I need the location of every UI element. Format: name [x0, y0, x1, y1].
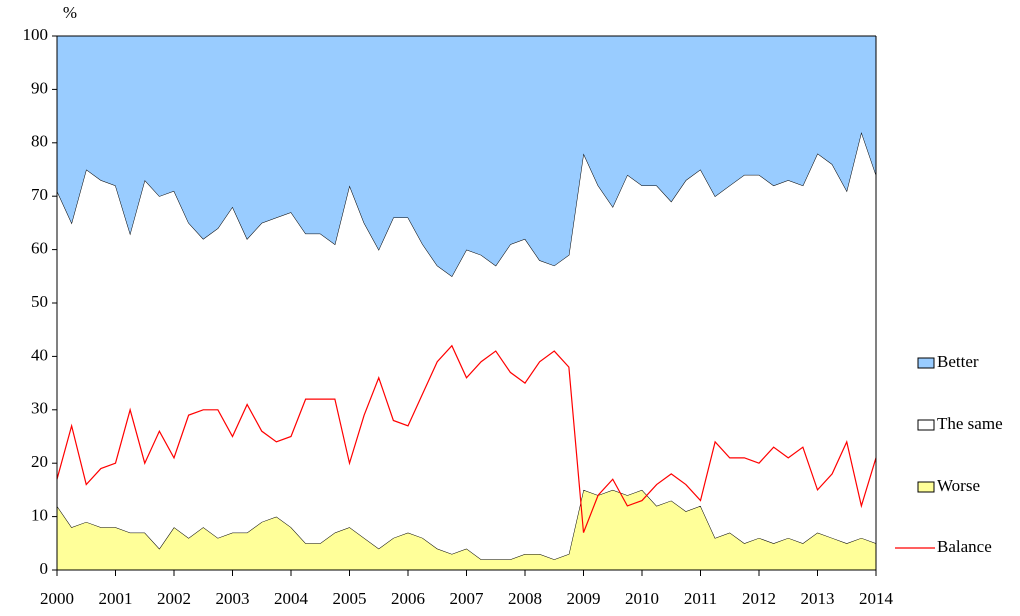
x-tick-label: 2011 [684, 589, 717, 608]
x-tick-label: 2005 [333, 589, 367, 608]
x-tick-label: 2012 [742, 589, 776, 608]
x-tick-label: 2009 [567, 589, 601, 608]
y-tick-label: 70 [31, 185, 48, 204]
legend-swatch [917, 357, 935, 369]
x-tick-label: 2003 [216, 589, 250, 608]
x-tick-label: 2010 [625, 589, 659, 608]
x-tick-label: 2013 [801, 589, 835, 608]
legend-label: Balance [937, 537, 992, 556]
x-tick-label: 2006 [391, 589, 425, 608]
area [57, 132, 876, 560]
legend-swatch [917, 419, 935, 431]
x-tick-label: 2007 [450, 589, 485, 608]
y-tick-label: 60 [31, 239, 48, 258]
line [56, 344, 877, 533]
x-tick-label: 2002 [157, 589, 191, 608]
legend-label: The same [937, 414, 1003, 433]
legend-label: Better [937, 352, 979, 371]
x-tick-label: 2000 [40, 589, 74, 608]
x-tick-label: 2004 [274, 589, 309, 608]
x-tick-label: 2001 [99, 589, 133, 608]
y-tick-label: 50 [31, 292, 48, 311]
y-axis-label: % [63, 3, 77, 22]
y-tick-label: 10 [31, 506, 48, 525]
legend-swatch [917, 481, 935, 493]
y-tick-label: 90 [31, 78, 48, 97]
legend-label: Worse [937, 476, 980, 495]
x-tick-label: 2014 [859, 589, 894, 608]
y-tick-label: 40 [31, 345, 48, 364]
area [57, 36, 876, 277]
y-tick-label: 20 [31, 452, 48, 471]
y-tick-label: 80 [31, 132, 48, 151]
area [57, 489, 876, 570]
y-tick-label: 0 [40, 559, 49, 578]
x-tick-label: 2008 [508, 589, 542, 608]
y-tick-label: 30 [31, 399, 48, 418]
y-tick-label: 100 [23, 25, 49, 44]
